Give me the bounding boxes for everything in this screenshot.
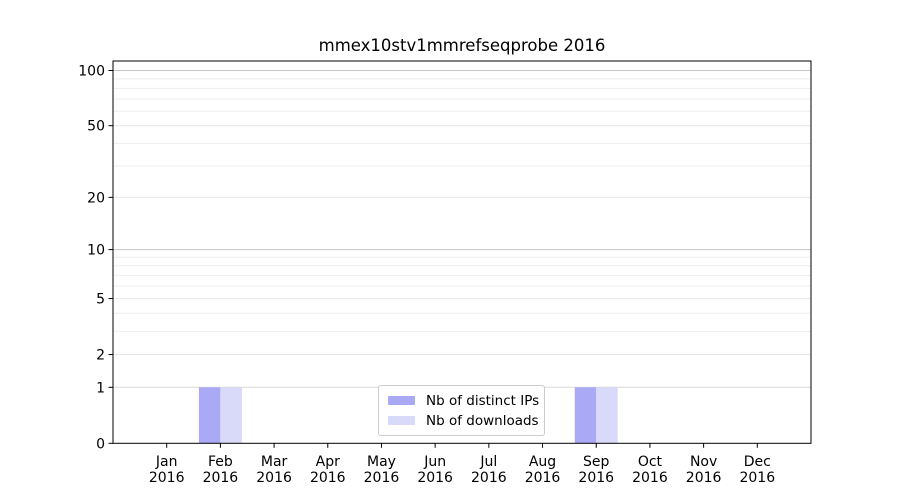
legend-label-downloads: Nb of downloads [426, 412, 539, 429]
x-tick-label-month: Nov [690, 454, 717, 470]
x-tick-label-year: 2016 [256, 470, 292, 486]
x-tick-label-year: 2016 [310, 470, 346, 486]
x-tick-label-year: 2016 [364, 470, 400, 486]
x-tick-label-month: Apr [316, 454, 340, 470]
x-tick-label-month: Feb [208, 454, 233, 470]
y-tick-label: 10 [87, 243, 105, 259]
bar [574, 387, 597, 444]
legend-swatch-downloads [388, 416, 415, 425]
x-tick-label-month: Jan [155, 454, 178, 470]
y-tick-label: 1 [96, 380, 105, 396]
legend-item-downloads: Nb of downloads [388, 411, 539, 430]
x-tick-label-year: 2016 [203, 470, 239, 486]
chart-title: mmex10stv1mmrefseqprobe 2016 [318, 36, 606, 55]
bar [220, 387, 242, 444]
y-tick-label: 100 [78, 63, 105, 79]
legend-item-distinct-ips: Nb of distinct IPs [388, 391, 539, 410]
legend-swatch-distinct-ips [388, 396, 415, 405]
x-tick-label-year: 2016 [578, 470, 614, 486]
legend: Nb of distinct IPs Nb of downloads [378, 385, 545, 436]
x-tick-label-month: Aug [529, 454, 556, 470]
x-tick-label-month: Dec [744, 454, 771, 470]
plot-border [112, 60, 812, 444]
bar [596, 387, 618, 444]
y-tick-label: 5 [96, 292, 105, 308]
x-tick-label-year: 2016 [417, 470, 453, 486]
y-tick-label: 50 [87, 119, 105, 135]
x-tick-label-month: Jun [423, 454, 446, 470]
x-tick-label-month: Oct [638, 454, 663, 470]
y-tick-label: 20 [87, 190, 105, 206]
legend-label-distinct-ips: Nb of distinct IPs [426, 392, 540, 409]
x-tick-label-month: Jul [479, 454, 497, 470]
x-tick-label-year: 2016 [525, 470, 561, 486]
x-tick-label-month: May [367, 454, 396, 470]
x-tick-label-month: Sep [583, 454, 610, 470]
y-tick-label: 2 [96, 348, 105, 364]
y-tick-label: 0 [96, 436, 105, 452]
x-tick-label-year: 2016 [739, 470, 775, 486]
x-tick-label-year: 2016 [471, 470, 507, 486]
x-tick-label-year: 2016 [632, 470, 668, 486]
x-tick-label-month: Mar [261, 454, 288, 470]
x-tick-label-year: 2016 [686, 470, 722, 486]
x-tick-label-year: 2016 [149, 470, 185, 486]
bar [198, 387, 221, 444]
